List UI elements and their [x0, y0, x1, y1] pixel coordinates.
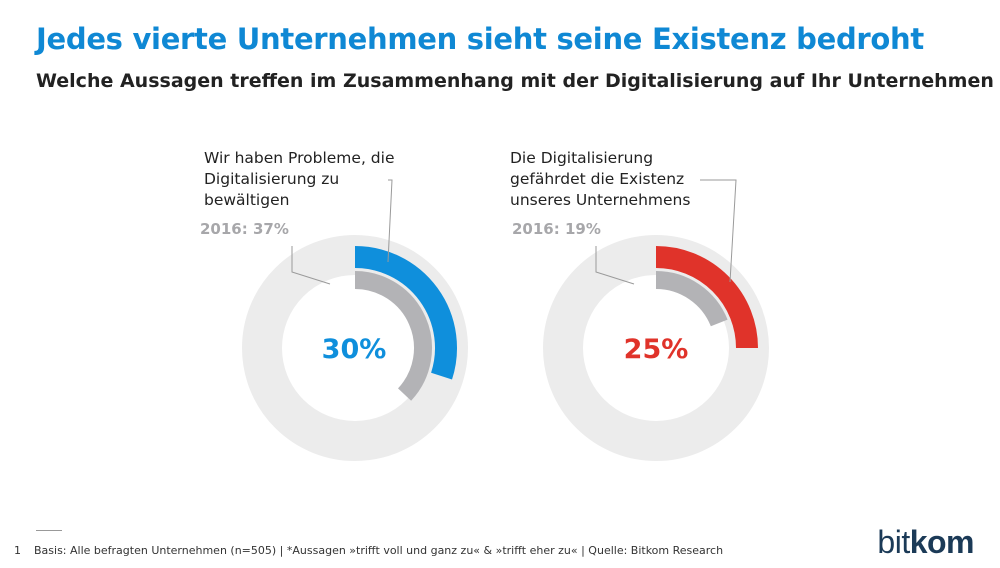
- bitkom-logo: bitkom: [877, 524, 974, 561]
- donut-previous-arc: [354, 271, 432, 401]
- page-subtitle: Welche Aussagen treffen im Zusammenhang …: [36, 70, 1000, 92]
- footnote-number: 1: [14, 544, 21, 557]
- logo-part-kom: kom: [909, 524, 975, 560]
- footnote: 1 Basis: Alle befragten Unternehmen (n=50…: [14, 544, 723, 557]
- page-title: Jedes vierte Unternehmen sieht seine Exi…: [36, 22, 924, 56]
- donut-label-problems: Wir haben Probleme, die Digitalisierung …: [204, 148, 394, 211]
- logo-part-bit: bit: [877, 524, 910, 560]
- label-line: Wir haben Probleme, die: [204, 149, 395, 167]
- leader-line-previous: [595, 246, 635, 285]
- donut-previous-arc: [655, 271, 728, 327]
- donut-label-existence: Die Digitalisierung gefährdet die Existe…: [510, 148, 690, 211]
- label-line: Die Digitalisierung: [510, 149, 654, 167]
- donut-value-arc: [655, 246, 758, 349]
- footnote-text: Basis: Alle befragten Unternehmen (n=505…: [34, 544, 724, 557]
- label-line: unseres Unternehmens: [510, 191, 691, 209]
- value-label-problems: 30%: [321, 334, 387, 365]
- label-line: Digitalisierung zu: [204, 170, 340, 188]
- donut-chart-existence: [543, 179, 769, 461]
- footnote-divider: [36, 530, 62, 531]
- donut-value-arc: [354, 246, 457, 380]
- leader-line-previous: [291, 246, 331, 285]
- value-label-existence: 25%: [623, 334, 689, 365]
- label-line: bewältigen: [204, 191, 290, 209]
- previous-year-label-problems: 2016: 37%: [200, 220, 289, 238]
- previous-year-label-existence: 2016: 19%: [512, 220, 601, 238]
- donut-chart-problems: [242, 179, 468, 461]
- leader-line-current: [700, 179, 737, 283]
- leader-line-current: [387, 179, 393, 263]
- label-line: gefährdet die Existenz: [510, 170, 685, 188]
